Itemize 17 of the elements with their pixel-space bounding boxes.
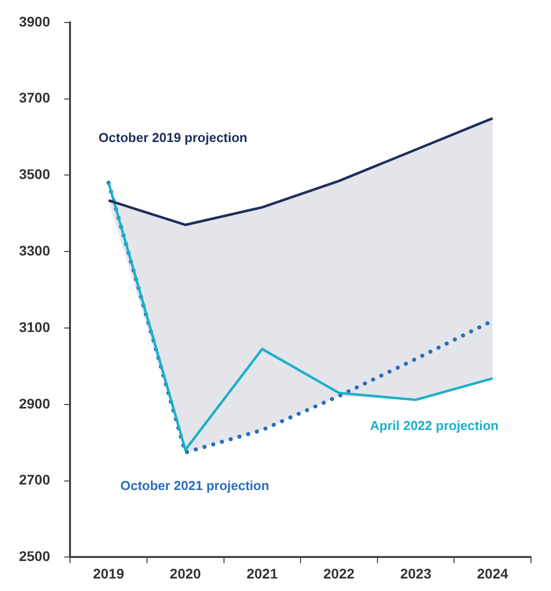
x-tick-label: 2022: [323, 565, 355, 582]
y-tick-label: 2900: [18, 395, 50, 412]
text: October 2021 projection: [120, 478, 270, 494]
y-tick-label: 3300: [18, 242, 50, 258]
y-tick-label: 2500: [18, 548, 50, 564]
x-tick-label: 2021: [246, 565, 278, 582]
y-tick-label: 3500: [18, 166, 50, 182]
y-tick-label: 3900: [18, 13, 50, 30]
x-tick-label: 2023: [400, 565, 432, 582]
x-tick-label: 2020: [170, 565, 202, 582]
text: October 2019 projection: [98, 130, 248, 145]
y-tick-label: 3100: [18, 318, 50, 335]
x-tick-label: 2019: [92, 565, 124, 582]
x-tick-label: 2024: [477, 565, 508, 582]
series-label: April 2022 projection: [370, 418, 499, 433]
y-tick-label: 2700: [18, 472, 50, 488]
y-tick-label: 3700: [18, 90, 50, 106]
